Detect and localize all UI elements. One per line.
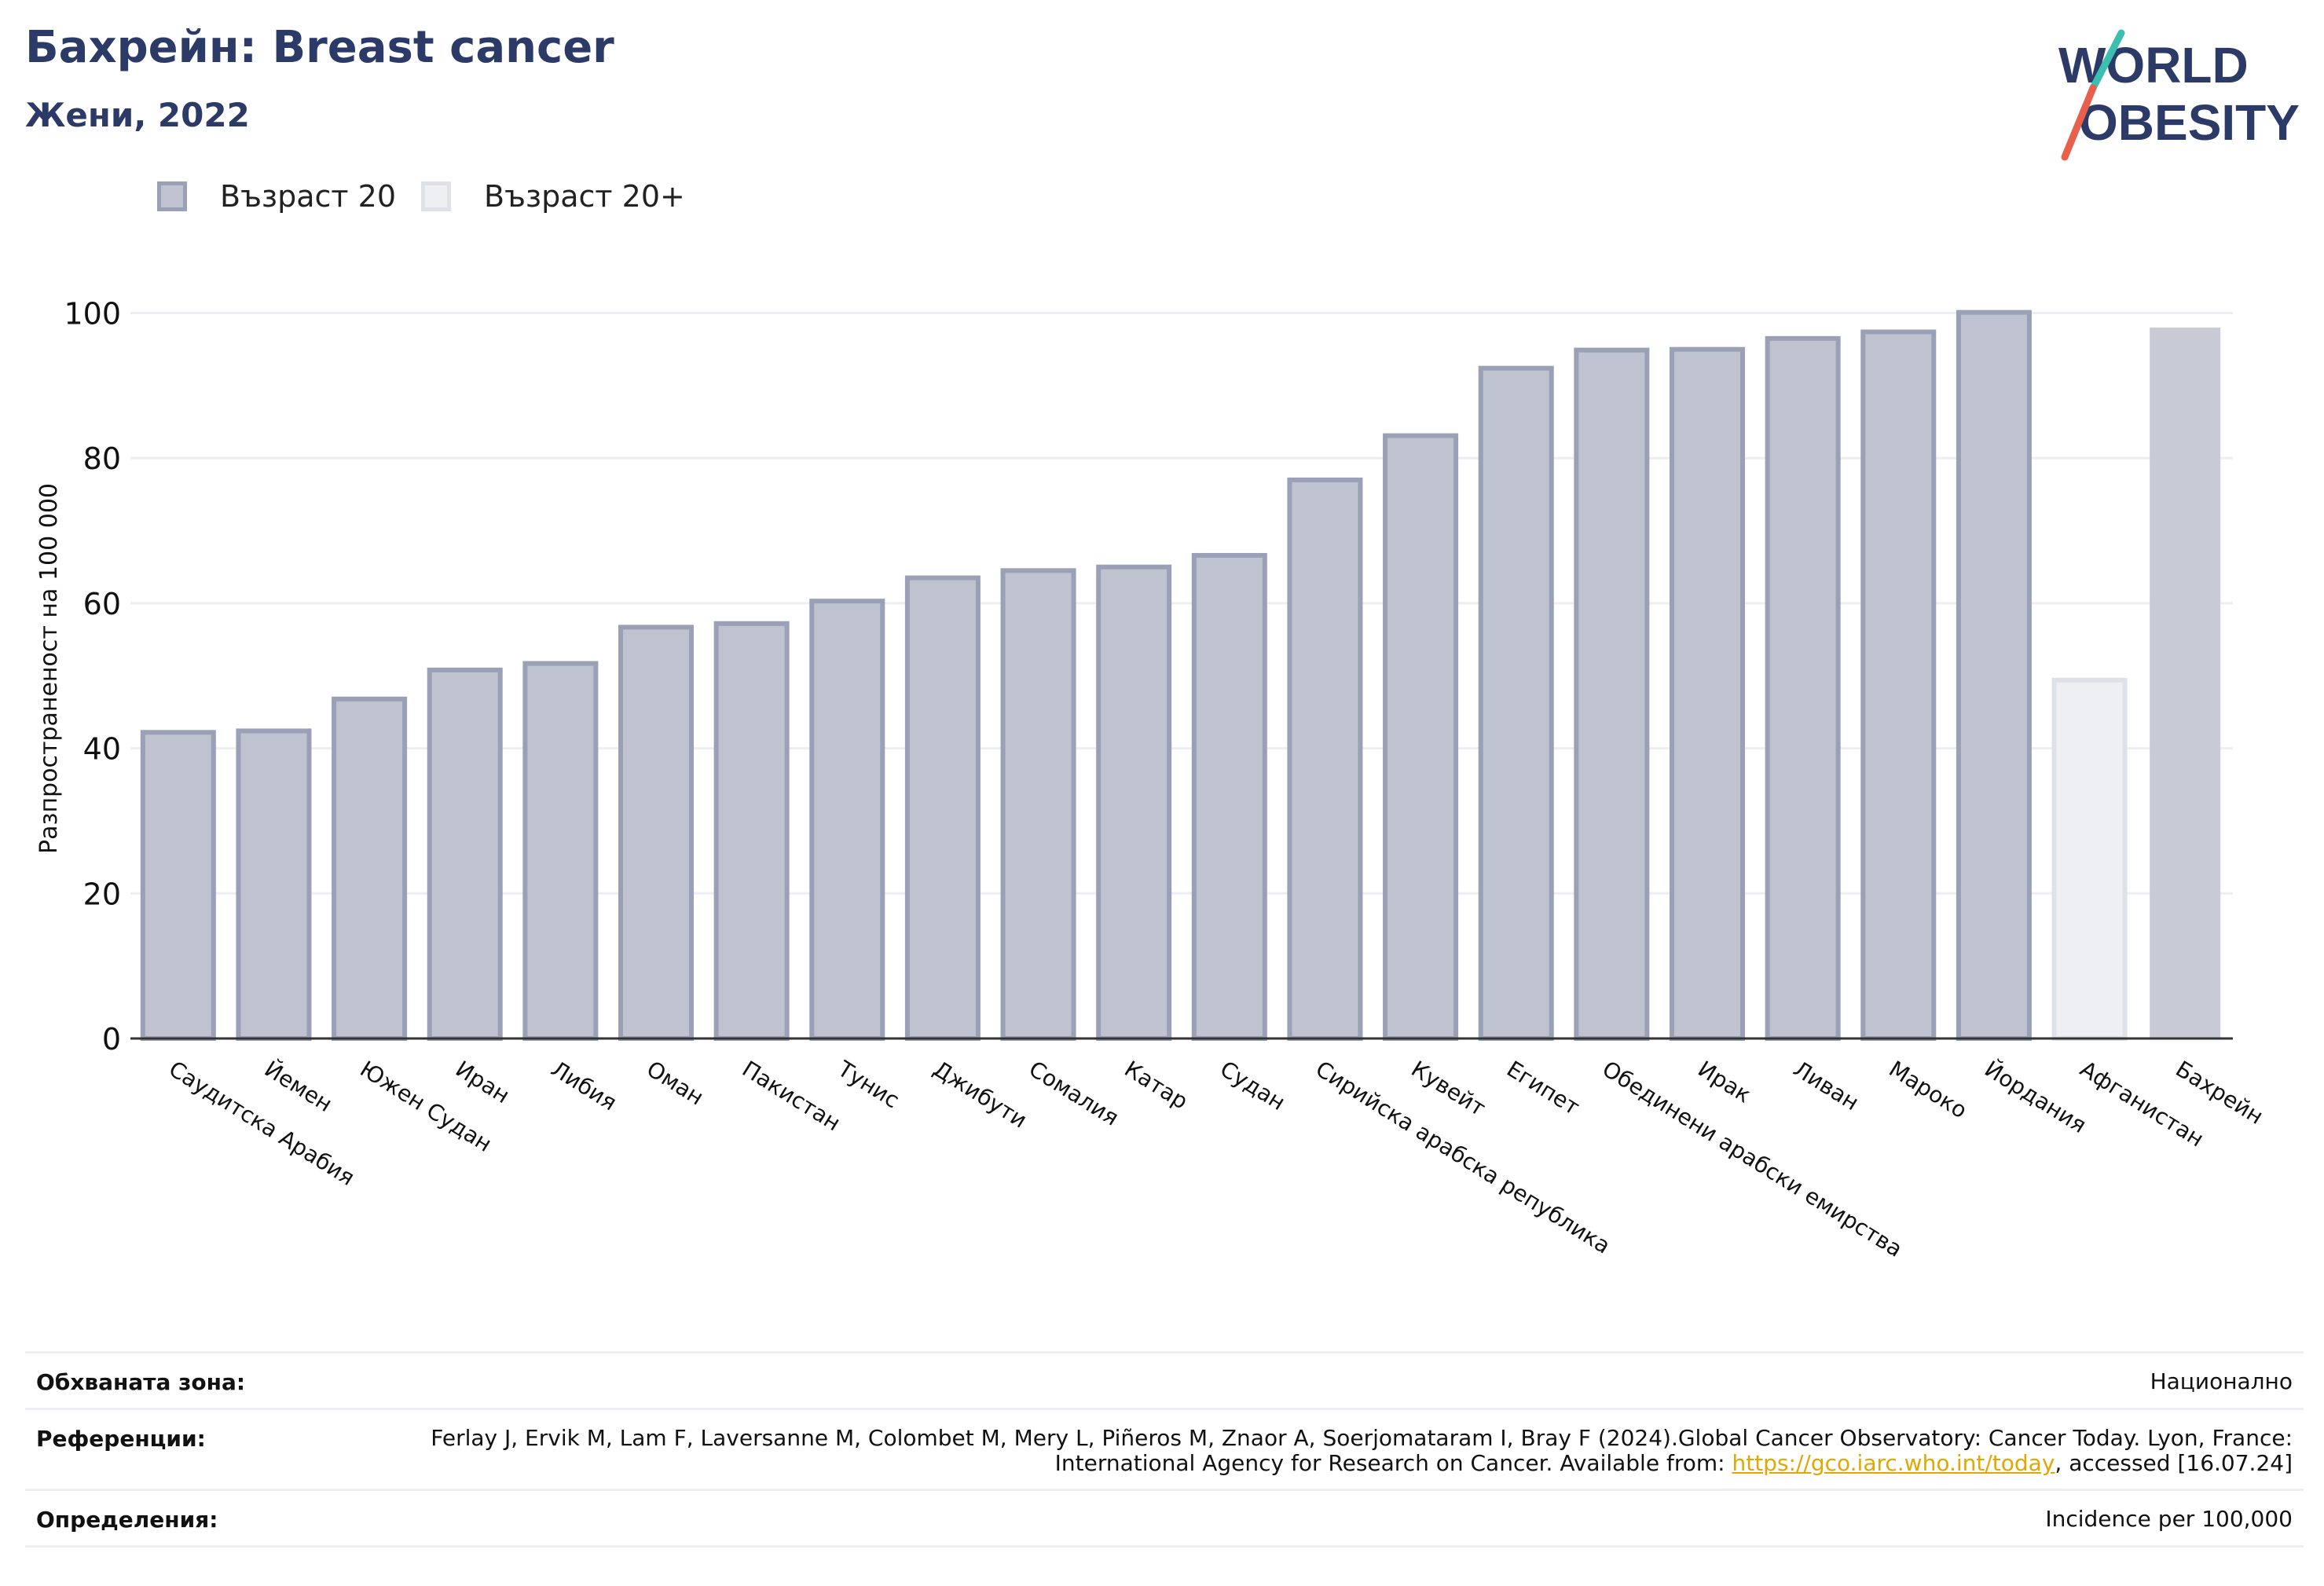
x-tick-label: Ирак [1693,1056,1755,1108]
footer-row-coverage: Обхваната зона: Национално [25,1351,2304,1408]
bar [1000,568,1076,1041]
x-tick-label: Иран [451,1056,514,1108]
bar [236,728,312,1041]
reference-link[interactable]: https://gco.iarc.who.int/today [1732,1450,2055,1476]
footer-label-definitions: Определения: [36,1507,218,1533]
legend-swatch-age-20 [157,181,187,211]
y-tick-label: 0 [102,1022,121,1057]
legend-swatch-age-20-plus [421,181,451,211]
reference-suffix: , accessed [16.07.24] [2055,1450,2293,1476]
footer-value-definitions: Incidence per 100,000 [2045,1506,2293,1532]
x-tick-label: Пакистан [738,1056,845,1136]
bar [427,667,503,1041]
x-tick-label: Египет [1502,1056,1584,1120]
svg-text:OBESITY: OBESITY [2079,94,2300,151]
footer-row-definitions: Определения: Incidence per 100,000 [25,1489,2304,1548]
y-axis-title: Разпространеност на 100 000 [35,483,63,854]
chart-legend: Възраст 20 Възраст 20+ [157,179,710,214]
bar [522,661,599,1042]
bar [1574,347,1650,1041]
bar [2051,677,2128,1042]
x-tick-label: Либия [547,1056,621,1116]
legend-label-age-20: Възраст 20 [220,179,396,214]
bar [1191,552,1267,1041]
x-tick-label: Мароко [1885,1056,1972,1123]
bar [1478,365,1554,1041]
chart-subtitle: Жени, 2022 [25,96,250,134]
bar [1860,329,1937,1041]
x-tick-label: Катар [1120,1056,1192,1115]
legend-item-age-20[interactable]: Възраст 20 [157,179,396,214]
bar [1287,477,1363,1041]
x-tick-label: Джибути [929,1056,1032,1134]
y-tick-label: 40 [83,732,121,767]
bar [713,621,790,1041]
x-tick-label: Судан [1215,1056,1290,1115]
svg-text:WORLD: WORLD [2058,37,2249,93]
x-tick-label: Йемен [260,1055,337,1117]
y-tick-label: 60 [83,587,121,621]
reference-text: Ferlay J, Ervik M, Lam F, Laversanne M, … [431,1425,2293,1476]
footer-value-references: Ferlay J, Ervik M, Lam F, Laversanne M, … [423,1426,2293,1476]
y-tick-label: 80 [83,441,121,476]
bar [1096,564,1172,1041]
bar-chart: 0 20 40 60 80 100 Разпространеност на 100 000 С… [35,297,2268,1262]
x-tick-label: Ливан [1789,1056,1864,1115]
world-obesity-logo: WORLD OBESITY [2058,29,2300,161]
bar [618,625,695,1041]
bar [2150,327,2221,1038]
bar [332,696,408,1042]
bar [904,575,981,1041]
footer-label-coverage: Обхваната зона: [36,1369,246,1395]
footer-label-references: Референции: [36,1426,206,1452]
chart-title: Бахрейн: Breast cancer [25,22,614,73]
y-tick-label: 20 [83,877,121,911]
bar [1383,433,1459,1041]
bar [140,730,216,1041]
bar [1669,346,1746,1041]
footer-row-references: Референции: Ferlay J, Ervik M, Lam F, La… [25,1408,2304,1489]
x-tick-label: Сомалия [1025,1056,1124,1131]
legend-label-age-20-plus: Възраст 20+ [484,179,685,214]
bar [1956,310,2032,1041]
chart-footer: Обхваната зона: Национално Референции: F… [25,1351,2304,1548]
footer-value-coverage: Национално [2150,1368,2293,1394]
y-tick-label: 100 [64,297,121,331]
x-tick-label: Кувейт [1406,1056,1490,1121]
x-tick-label: Оман [642,1056,708,1111]
x-tick-label: Тунис [833,1055,904,1113]
legend-item-age-20-plus[interactable]: Възраст 20+ [421,179,685,214]
x-tick-label: Йордания [1980,1055,2091,1138]
bar [809,599,885,1041]
bar [1765,335,1841,1041]
